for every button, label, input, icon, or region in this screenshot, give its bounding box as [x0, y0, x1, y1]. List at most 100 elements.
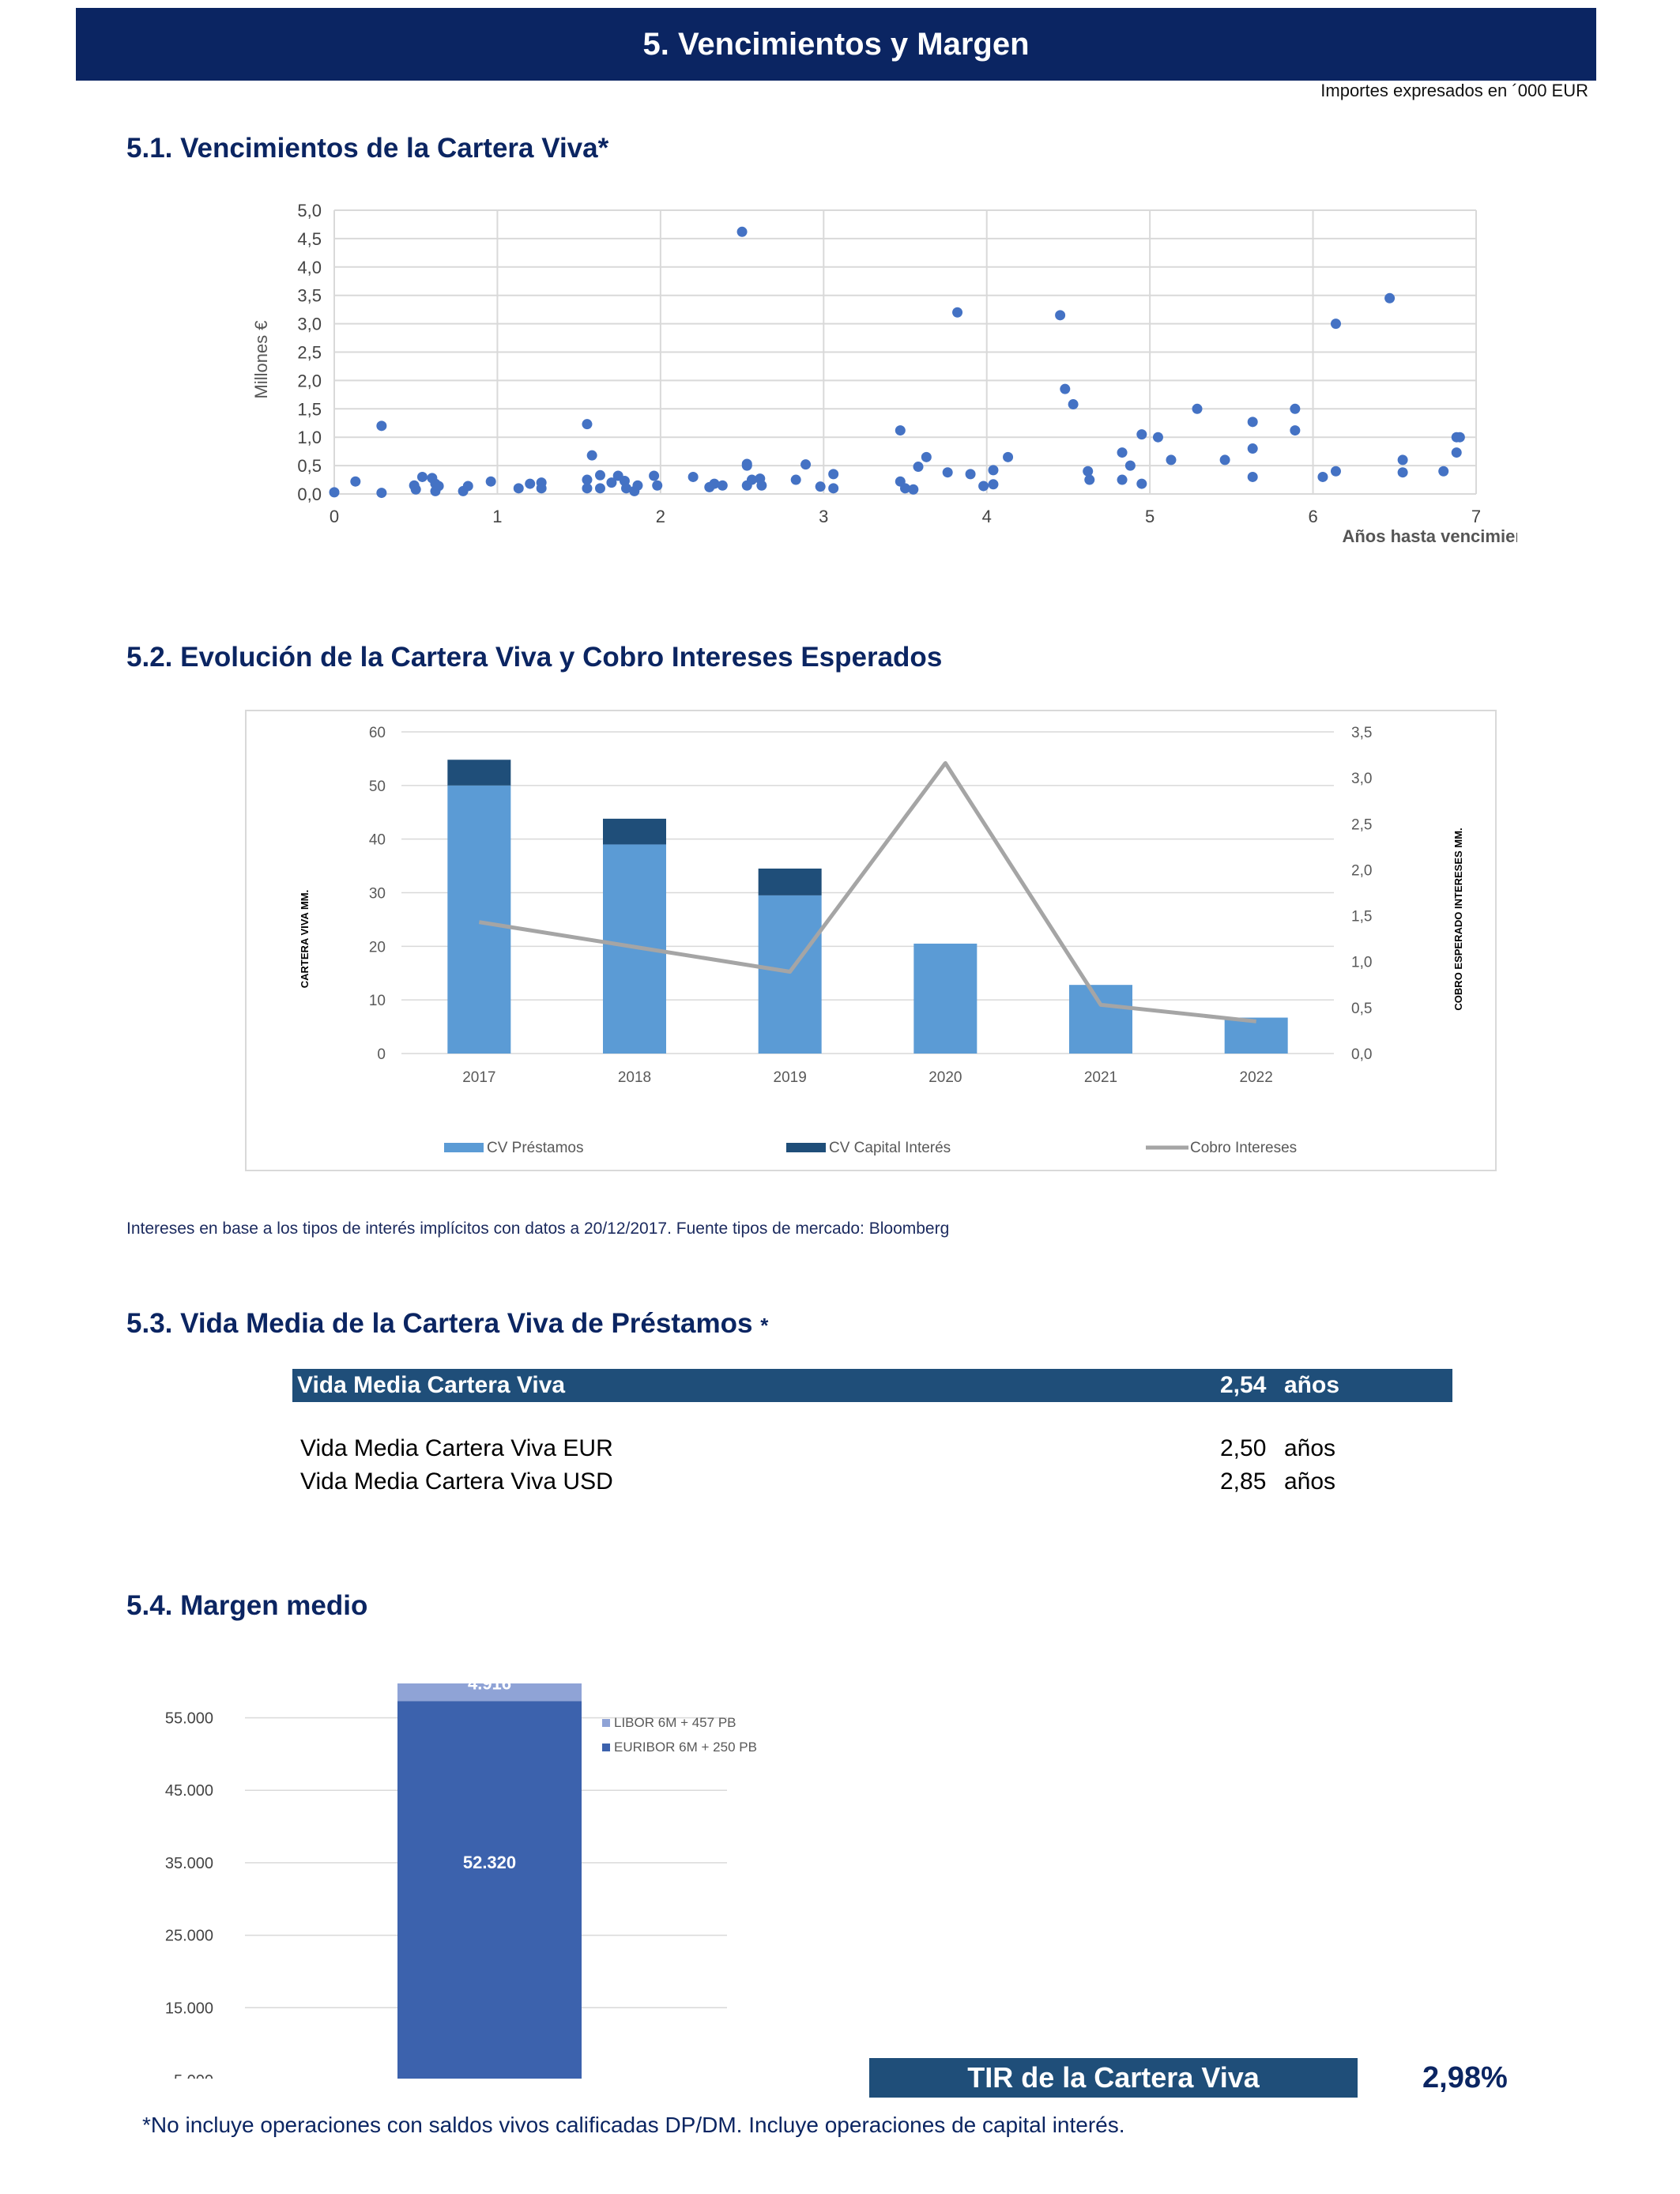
scatter-y-tick: 2,0 [297, 371, 322, 390]
scatter-point [717, 480, 728, 491]
scatter-point [410, 484, 421, 495]
scatter-point [594, 469, 605, 481]
scatter-point [536, 483, 547, 494]
scatter-point [582, 474, 593, 485]
scatter-point [828, 469, 839, 480]
bar-cv-prestamos [913, 943, 977, 1054]
scatter-x-tick: 5 [1145, 507, 1155, 526]
scatter-point [329, 487, 340, 498]
scatter-point [433, 481, 444, 492]
scatter-point [895, 425, 906, 436]
margin-y-tick: 25.000 [165, 1928, 213, 1945]
scatter-point [586, 450, 597, 461]
legend-swatch-cv-capital [786, 1143, 826, 1152]
scatter-point [1317, 471, 1328, 482]
combo-right-tick: 2,0 [1351, 862, 1372, 879]
section-title-evolucion: 5.2. Evolución de la Cartera Viva y Cobr… [126, 642, 943, 673]
scatter-point [606, 477, 617, 488]
combo-x-tick: 2022 [1240, 1069, 1273, 1086]
bar-euribor [397, 1701, 582, 2079]
scatter-point [1330, 466, 1341, 477]
bar-euribor-label: 52.320 [463, 1853, 516, 1872]
scatter-point [1192, 403, 1203, 414]
vida-media-header-unit: años [1284, 1372, 1340, 1398]
scatter-point [594, 483, 605, 494]
scatter-point [1384, 292, 1396, 303]
scatter-point [913, 462, 924, 473]
scatter-y-tick: 0,0 [297, 484, 322, 504]
bar-cv-prestamos [447, 785, 511, 1054]
combo-left-tick: 60 [369, 725, 386, 741]
vida-media-header-row: Vida Media Cartera Viva 2,54 años [292, 1369, 1452, 1402]
section-title-vencimientos: 5.1. Vencimientos de la Cartera Viva* [126, 133, 609, 164]
legend-label-cv-capital: CV Capital Interés [829, 1140, 951, 1156]
units-note: Importes expresados en ´000 EUR [1320, 81, 1588, 100]
scatter-point [1136, 478, 1147, 489]
section-title-vida-media-star: * [760, 1314, 769, 1337]
scatter-y-tick: 4,0 [297, 258, 322, 277]
scatter-point [1290, 425, 1301, 436]
margin-y-tick: 55.000 [165, 1710, 213, 1728]
scatter-point [756, 480, 767, 491]
legend-swatch-libor [602, 1719, 610, 1727]
scatter-point [652, 480, 663, 491]
combo-left-tick: 0 [377, 1046, 386, 1063]
combo-x-tick: 2020 [929, 1069, 962, 1086]
scatter-x-tick: 3 [819, 507, 828, 526]
scatter-point [1117, 447, 1128, 458]
scatter-point [485, 476, 496, 487]
scatter-point [376, 420, 387, 432]
tir-label-box: TIR de la Cartera Viva [869, 2058, 1358, 2098]
scatter-point [1084, 474, 1095, 485]
scatter-y-axis-label: Millones € [251, 320, 271, 398]
combo-chart-frame [245, 710, 1497, 1171]
scatter-y-tick: 4,5 [297, 229, 322, 249]
scatter-point [1219, 454, 1230, 466]
margin-y-tick: 15.000 [165, 2000, 213, 2017]
scatter-point [800, 459, 812, 470]
combo-x-tick: 2019 [774, 1069, 807, 1086]
combo-x-tick: 2018 [618, 1069, 651, 1086]
bar-cv-prestamos [1224, 1017, 1288, 1054]
bar-cv-capital-interes [447, 760, 511, 786]
tir-label: TIR de la Cartera Viva [967, 2061, 1260, 2094]
scatter-point [988, 479, 999, 490]
scatter-point [709, 478, 720, 489]
vida-media-row-label: Vida Media Cartera Viva USD [300, 1468, 613, 1495]
scatter-x-tick: 1 [492, 507, 502, 526]
scatter-point [921, 451, 932, 462]
footnote: *No incluye operaciones con saldos vivos… [142, 2113, 1125, 2137]
scatter-point [900, 483, 910, 494]
scatter-point [1290, 403, 1301, 414]
legend-label-euribor: EURIBOR 6M + 250 PB [614, 1740, 757, 1755]
scatter-point [1166, 454, 1177, 466]
page-title: 5. Vencimientos y Margen [642, 26, 1030, 62]
scatter-point [1152, 432, 1163, 443]
combo-left-tick: 40 [369, 832, 386, 849]
combo-right-tick: 1,0 [1351, 955, 1372, 971]
scatter-point [1247, 443, 1258, 454]
scatter-point [1068, 399, 1079, 410]
scatter-point [978, 481, 989, 492]
scatter-point [1330, 319, 1341, 330]
scatter-x-tick: 2 [656, 507, 665, 526]
scatter-point [525, 478, 536, 489]
bar-cv-capital-interes [603, 818, 666, 845]
scatter-point [952, 307, 963, 318]
scatter-x-axis-label: Años hasta vencimiento [1342, 526, 1517, 546]
scatter-point [649, 470, 660, 481]
scatter-point [582, 419, 593, 430]
bar-cv-prestamos [758, 895, 822, 1054]
bar-cv-prestamos [1069, 985, 1132, 1054]
scatter-y-tick: 5,0 [297, 201, 322, 221]
scatter-point [1397, 454, 1408, 466]
scatter-point [687, 471, 699, 482]
combo-right-tick: 3,5 [1351, 725, 1372, 741]
scatter-point [1136, 429, 1147, 440]
scatter-point [815, 481, 826, 492]
combo-left-tick: 50 [369, 778, 386, 795]
bar-cv-capital-interes [758, 868, 822, 895]
scatter-y-tick: 2,5 [297, 343, 322, 363]
combo-right-tick: 0,0 [1351, 1046, 1372, 1063]
scatter-point [965, 469, 976, 480]
